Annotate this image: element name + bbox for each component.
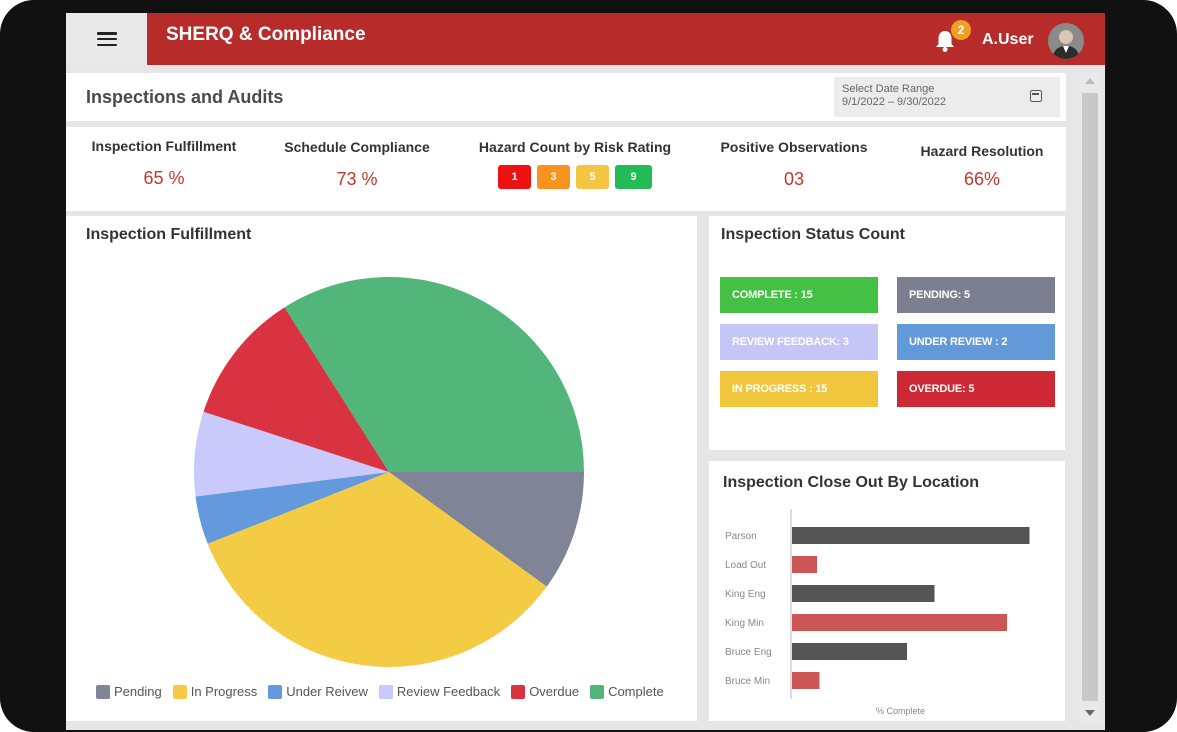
bar-chart: Parson Load Out King Eng King Min Bruce Eng B… [725, 509, 1030, 716]
legend-label: Overdue [529, 684, 580, 699]
legend-label: Complete [608, 684, 664, 699]
legend-label: Under Reivew [286, 684, 368, 699]
legend-label: Review Feedback [396, 684, 501, 699]
bar-category-label: Parson [725, 531, 757, 542]
top-bar: SHERQ & Compliance 2 A.User [66, 13, 1105, 65]
kpi-label: Hazard Count by Risk Rating [478, 139, 672, 155]
avatar[interactable] [1048, 23, 1084, 59]
notification-badge: 2 [951, 20, 971, 40]
bar-king-min[interactable] [792, 614, 1007, 631]
page-title: Inspections and Audits [86, 87, 284, 107]
status-review-feedback-badge[interactable]: REVIEW FEEDBACK: 3 [720, 324, 878, 360]
scrollbar[interactable] [1079, 73, 1101, 723]
legend-swatch [378, 684, 393, 699]
pie-slice-under-reivew[interactable] [195, 472, 389, 544]
pie-slice-complete[interactable] [284, 277, 584, 472]
risk-rating-badge: 1 [498, 165, 531, 189]
app-screen: SHERQ & Compliance 2 A.User Inspections … [66, 13, 1105, 730]
status-in-progress-badge[interactable]: IN PROGRESS : 15 [720, 371, 878, 407]
status-complete-badge[interactable]: COMPLETE : 15 [720, 277, 878, 313]
legend-swatch [268, 684, 283, 699]
risk-rating-badge: 9 [615, 165, 652, 189]
panel-title: Inspection Fulfillment [86, 226, 252, 243]
legend-swatch [172, 684, 187, 699]
risk-rating-badge: 5 [576, 165, 609, 189]
legend-label: In Progress [190, 684, 258, 699]
hamburger-icon [96, 32, 117, 46]
bar-bruce-eng[interactable] [792, 643, 907, 660]
panel-title: Inspection Status Count [721, 226, 905, 243]
kpi-value: 65 % [143, 168, 185, 188]
legend-swatch [96, 684, 110, 699]
app-title: SHERQ & Compliance [166, 24, 366, 45]
kpi-value: 73 % [336, 169, 378, 189]
status-under-review-badge[interactable]: UNDER REVIEW : 2 [897, 324, 1055, 360]
kpi-inspection-fulfillment: Inspection Fulfillment 65 % [82, 127, 246, 211]
kpi-positive-observations: Positive Observations 03 [710, 127, 878, 211]
calendar-icon[interactable] [1030, 90, 1042, 102]
pie-slice-overdue[interactable] [203, 307, 389, 472]
x-axis-label: % Complete [876, 706, 925, 716]
pie-slice-review-feedback[interactable] [194, 411, 389, 497]
bar-category-label: Bruce Eng [725, 647, 772, 658]
bar-bruce-min[interactable] [792, 672, 820, 689]
bar-load-out[interactable] [792, 556, 817, 573]
scroll-thumb[interactable] [1082, 93, 1098, 701]
status-pending-badge[interactable]: PENDING: 5 [897, 277, 1055, 313]
legend-item[interactable]: Complete [590, 684, 664, 699]
kpi-value: 66% [963, 169, 1001, 189]
kpi-hazard-count: Hazard Count by Risk Rating 1 3 5 9 [470, 127, 680, 211]
bar-parson[interactable] [792, 527, 1030, 544]
date-range-value: 9/1/2022 – 9/30/2022 [842, 96, 946, 108]
legend-item[interactable]: Overdue [511, 684, 579, 699]
legend-item[interactable]: Under Reivew [268, 684, 368, 699]
legend-swatch [590, 684, 605, 699]
pie-slice-pending[interactable] [389, 472, 585, 587]
kpi-label: Inspection Fulfillment [91, 138, 237, 154]
risk-rating-badge: 3 [537, 165, 570, 189]
panel-title: Inspection Close Out By Location [723, 474, 980, 491]
date-range-label: Select Date Range [842, 83, 935, 95]
pie-chart [194, 277, 585, 667]
kpi-label: Positive Observations [720, 139, 868, 155]
kpi-value: 03 [783, 169, 805, 189]
scroll-down-icon[interactable] [1085, 710, 1095, 716]
legend-item[interactable]: Review Feedback [378, 684, 501, 699]
inspection-fulfillment-panel: Inspection Fulfillment Pending In Progres… [66, 216, 697, 721]
menu-button[interactable] [66, 13, 147, 65]
legend-swatch [511, 684, 526, 699]
bar-category-label: King Min [725, 618, 764, 629]
status-overdue-badge[interactable]: OVERDUE: 5 [897, 371, 1055, 407]
close-out-by-location-panel: Parson Load Out King Eng King Min Bruce Eng B… [709, 461, 1065, 721]
bell-icon[interactable] [934, 29, 956, 53]
legend-item[interactable]: Pending [96, 684, 162, 699]
bar-king-eng[interactable] [792, 585, 935, 602]
bar-category-label: King Eng [725, 589, 766, 600]
legend-item[interactable]: In Progress [172, 684, 258, 699]
user-name[interactable]: A.User [982, 31, 1034, 48]
kpi-schedule-compliance: Schedule Compliance 73 % [276, 127, 438, 211]
bar-category-label: Load Out [725, 560, 766, 571]
kpi-label: Hazard Resolution [920, 143, 1044, 159]
pie-legend: Pending In Progress Under Reivew Review Fee… [96, 684, 675, 699]
pie-slice-in-progress[interactable] [207, 472, 547, 667]
scroll-up-icon[interactable] [1085, 78, 1095, 84]
legend-label: Pending [114, 684, 162, 699]
kpi-label: Schedule Compliance [284, 139, 430, 155]
risk-rating-row: 1 3 5 9 [470, 165, 680, 189]
page-header: Inspections and Audits Select Date Range… [66, 73, 1066, 121]
kpi-strip: Inspection Fulfillment 65 % Schedule Com… [66, 127, 1066, 211]
date-range-picker[interactable]: Select Date Range 9/1/2022 – 9/30/2022 [834, 77, 1060, 117]
user-avatar-icon [1048, 23, 1084, 59]
inspection-status-panel: Inspection Status Count COMPLETE : 15 PE… [709, 216, 1065, 450]
bar-category-label: Bruce Min [725, 676, 770, 687]
kpi-hazard-resolution: Hazard Resolution 66% [906, 127, 1058, 211]
